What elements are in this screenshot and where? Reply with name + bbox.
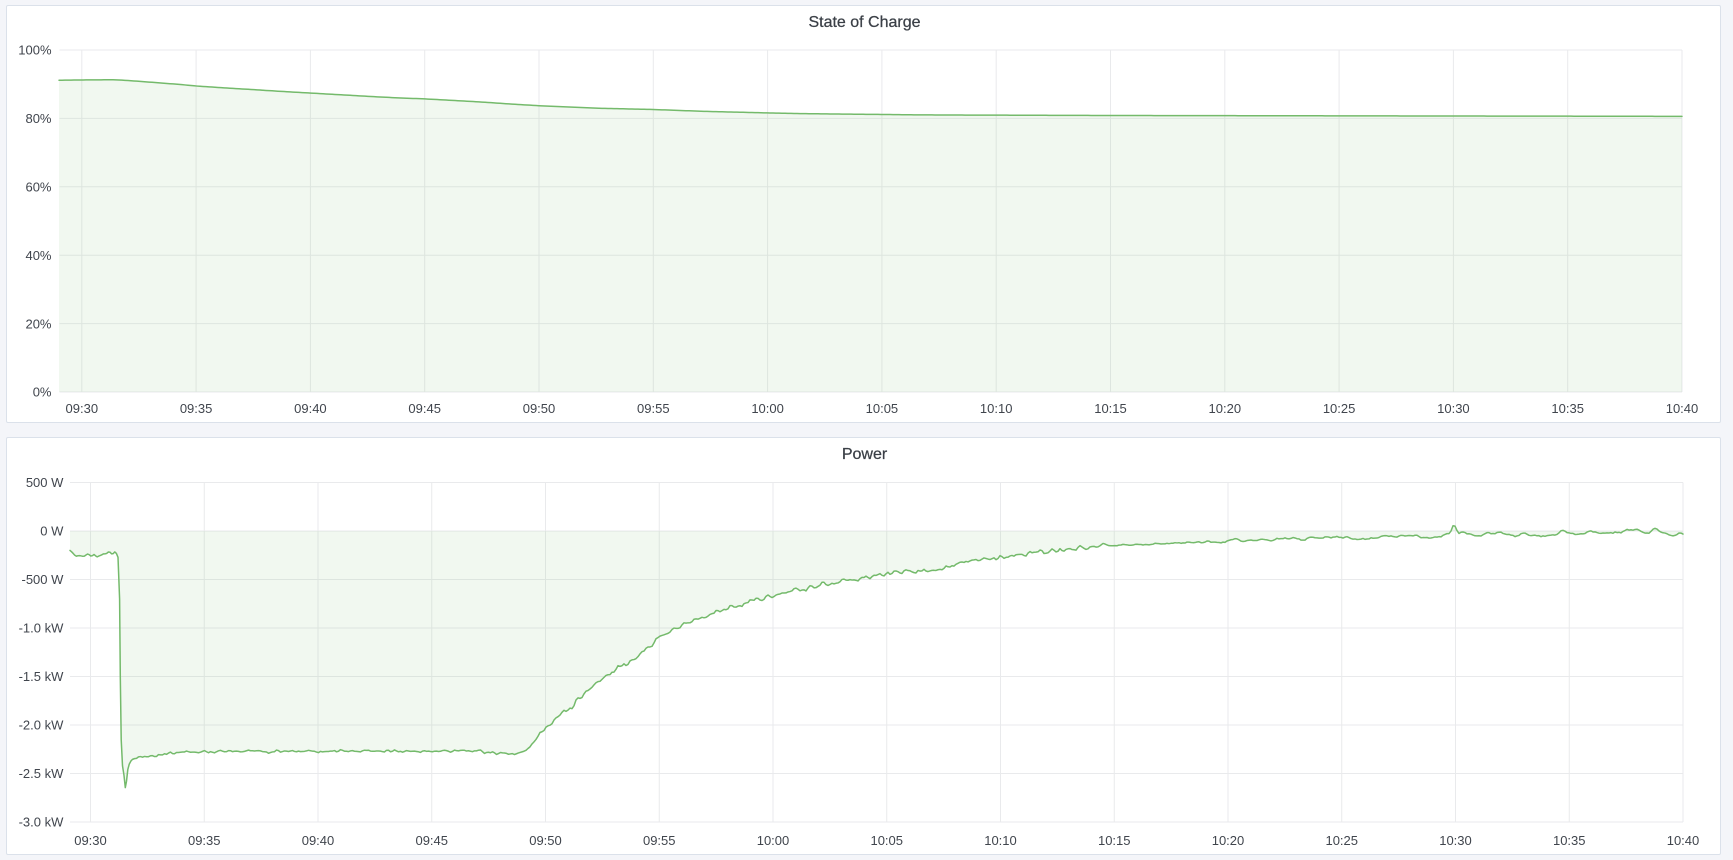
svg-text:20%: 20% <box>25 316 51 331</box>
svg-text:10:40: 10:40 <box>1667 833 1700 848</box>
svg-text:60%: 60% <box>25 180 51 195</box>
svg-text:40%: 40% <box>25 248 51 263</box>
svg-text:0%: 0% <box>33 385 52 400</box>
svg-text:-1.5 kW: -1.5 kW <box>19 669 65 684</box>
svg-text:09:40: 09:40 <box>302 833 335 848</box>
svg-text:09:55: 09:55 <box>643 833 676 848</box>
svg-text:10:15: 10:15 <box>1098 833 1131 848</box>
svg-text:10:35: 10:35 <box>1551 401 1584 416</box>
svg-text:-2.5 kW: -2.5 kW <box>19 766 65 781</box>
svg-text:10:30: 10:30 <box>1439 833 1472 848</box>
svg-text:10:05: 10:05 <box>870 833 903 848</box>
svg-text:10:25: 10:25 <box>1323 401 1356 416</box>
svg-text:10:25: 10:25 <box>1325 833 1358 848</box>
svg-text:-1.0 kW: -1.0 kW <box>19 621 65 636</box>
svg-text:10:15: 10:15 <box>1094 401 1127 416</box>
svg-text:09:40: 09:40 <box>294 401 327 416</box>
svg-text:100%: 100% <box>18 43 52 58</box>
svg-text:0 W: 0 W <box>40 524 64 539</box>
svg-text:80%: 80% <box>25 111 51 126</box>
svg-text:09:45: 09:45 <box>408 401 441 416</box>
svg-text:09:50: 09:50 <box>523 401 556 416</box>
svg-text:-500 W: -500 W <box>21 572 64 587</box>
svg-text:10:35: 10:35 <box>1553 833 1586 848</box>
svg-text:09:35: 09:35 <box>180 401 213 416</box>
svg-text:09:55: 09:55 <box>637 401 670 416</box>
svg-text:-3.0 kW: -3.0 kW <box>19 815 65 830</box>
svg-text:09:30: 09:30 <box>66 401 99 416</box>
svg-text:10:10: 10:10 <box>980 401 1013 416</box>
svg-text:10:00: 10:00 <box>751 401 784 416</box>
svg-text:09:30: 09:30 <box>74 833 107 848</box>
svg-text:-2.0 kW: -2.0 kW <box>19 718 65 733</box>
svg-text:10:20: 10:20 <box>1209 401 1242 416</box>
svg-text:09:45: 09:45 <box>415 833 448 848</box>
svg-text:10:20: 10:20 <box>1212 833 1245 848</box>
svg-text:State of Charge: State of Charge <box>808 14 920 31</box>
svg-text:09:50: 09:50 <box>529 833 562 848</box>
svg-text:10:05: 10:05 <box>866 401 899 416</box>
svg-text:09:35: 09:35 <box>188 833 221 848</box>
svg-text:10:40: 10:40 <box>1666 401 1699 416</box>
svg-text:500 W: 500 W <box>26 475 64 490</box>
svg-text:10:30: 10:30 <box>1437 401 1470 416</box>
svg-text:Power: Power <box>842 446 888 463</box>
svg-text:10:10: 10:10 <box>984 833 1017 848</box>
svg-text:10:00: 10:00 <box>757 833 790 848</box>
